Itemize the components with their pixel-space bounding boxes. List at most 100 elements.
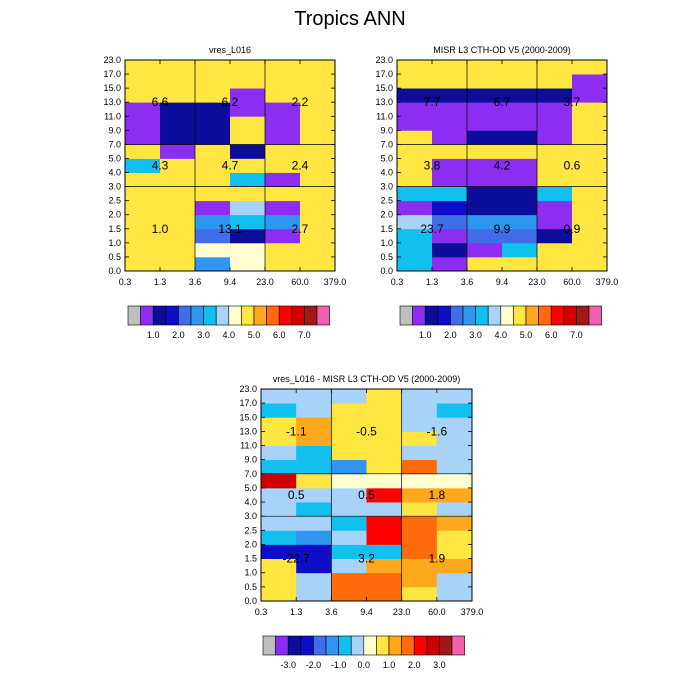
panel-obs: MISR L3 CTH-OD V5 (2000-2009) 0.3 1.3 3.6 9.… bbox=[375, 45, 618, 287]
heatmap-cell bbox=[125, 130, 161, 145]
x-tick-label: 3.6 bbox=[325, 607, 338, 617]
heatmap-cell bbox=[572, 186, 608, 202]
x-tick-label: 379.0 bbox=[596, 277, 619, 287]
heatmap-cell bbox=[502, 102, 538, 117]
heatmap-cell bbox=[230, 88, 266, 103]
heatmap-cell bbox=[125, 144, 161, 159]
colorbar-label: 1.0 bbox=[419, 330, 432, 340]
heatmap-cell bbox=[261, 586, 297, 602]
x-tick-label: 23.0 bbox=[393, 607, 411, 617]
colorbar-swatch bbox=[401, 635, 415, 656]
heatmap-cell bbox=[436, 572, 473, 588]
heatmap-cell bbox=[195, 256, 231, 272]
heatmap-cell bbox=[125, 256, 161, 272]
y-tick-label: 11.0 bbox=[240, 441, 257, 451]
heatmap-cell bbox=[572, 200, 608, 216]
heatmap-cell bbox=[261, 544, 297, 559]
region-value-label: 0.5 bbox=[288, 488, 305, 502]
heatmap-cell bbox=[572, 116, 608, 131]
colorbar-label: 0.0 bbox=[358, 660, 371, 670]
heatmap-cell bbox=[230, 144, 266, 159]
heatmap-cell bbox=[125, 186, 161, 202]
heatmap-cell bbox=[436, 487, 473, 503]
page-title: Tropics ANN bbox=[294, 8, 406, 30]
heatmap-cell bbox=[265, 172, 301, 187]
heatmap-cell bbox=[432, 186, 468, 202]
heatmap-cell bbox=[397, 88, 433, 103]
heatmap-cell bbox=[502, 144, 538, 159]
heatmap-cell bbox=[125, 158, 161, 173]
heatmap-cell bbox=[502, 172, 538, 187]
heatmap-cell bbox=[366, 417, 403, 432]
heatmap-cell bbox=[397, 200, 433, 216]
colorbar-label: 5.0 bbox=[248, 330, 261, 340]
y-tick-label: 11.0 bbox=[104, 111, 121, 121]
colorbar-label: 2.0 bbox=[408, 660, 421, 670]
heatmap-cell bbox=[537, 256, 573, 272]
heatmap-cell bbox=[296, 417, 332, 432]
y-tick-label: 5.0 bbox=[108, 153, 121, 163]
heatmap-cell bbox=[195, 172, 231, 187]
region-value-label: 7.7 bbox=[424, 95, 441, 109]
heatmap-cell bbox=[300, 242, 336, 258]
heatmap-cell bbox=[432, 116, 468, 131]
heatmap-cell bbox=[432, 214, 468, 230]
colorbar-label: 3.0 bbox=[469, 330, 482, 340]
heatmap-cell bbox=[296, 502, 332, 517]
heatmap-cell bbox=[397, 60, 433, 75]
heatmap-cell bbox=[502, 74, 538, 89]
region-value-label: 6.6 bbox=[152, 95, 169, 109]
heatmap-cell bbox=[467, 116, 503, 131]
heatmap-cell bbox=[296, 389, 332, 404]
heatmap-cell bbox=[432, 60, 468, 75]
heatmap-cell bbox=[300, 74, 336, 89]
colorbar-swatch bbox=[525, 305, 539, 326]
y-tick-label: 7.0 bbox=[244, 469, 257, 479]
heatmap-cell bbox=[436, 586, 473, 602]
heatmap-cell bbox=[467, 186, 503, 202]
heatmap-cell bbox=[261, 417, 297, 432]
x-tick-label: 379.0 bbox=[461, 607, 484, 617]
heatmap-cell bbox=[502, 130, 538, 145]
colorbar-label: -2.0 bbox=[306, 660, 322, 670]
colorbar-swatch bbox=[287, 635, 302, 656]
heatmap-cell bbox=[366, 502, 403, 517]
heatmap-cell bbox=[195, 158, 231, 173]
heatmap-cell bbox=[230, 116, 266, 131]
colorbar-swatch bbox=[190, 305, 204, 326]
heatmap-cell bbox=[366, 487, 403, 503]
y-tick-label: 15.0 bbox=[375, 83, 393, 93]
heatmap-cell bbox=[160, 172, 196, 187]
heatmap-cell bbox=[401, 403, 438, 418]
heatmap-cell bbox=[261, 572, 297, 588]
heatmap-cell bbox=[397, 144, 433, 159]
heatmap-cell bbox=[397, 74, 433, 89]
heatmap-cell bbox=[265, 242, 301, 258]
x-tick-label: 379.0 bbox=[324, 277, 347, 287]
colorbar-swatch bbox=[588, 305, 602, 326]
heatmap-cell bbox=[296, 586, 332, 602]
heatmap-cell bbox=[432, 172, 468, 187]
y-tick-label: 23.0 bbox=[239, 384, 257, 394]
heatmap-cell bbox=[195, 102, 231, 117]
heatmap-cell bbox=[397, 242, 433, 258]
y-tick-label: 0.0 bbox=[380, 266, 393, 276]
heatmap-cell bbox=[265, 130, 301, 145]
heatmap-cell bbox=[331, 459, 367, 475]
colorbar-swatch bbox=[140, 305, 154, 326]
heatmap-cell bbox=[195, 74, 231, 89]
heatmap-cell bbox=[296, 516, 332, 531]
heatmap-cell bbox=[436, 473, 473, 489]
colorbar-swatch bbox=[203, 305, 217, 326]
heatmap-cell bbox=[436, 516, 473, 531]
y-tick-label: 15.0 bbox=[103, 83, 121, 93]
heatmap-cell bbox=[467, 144, 503, 159]
heatmap-cell bbox=[331, 516, 367, 531]
y-tick-label: 3.0 bbox=[244, 511, 257, 521]
region-value-label: 1.9 bbox=[428, 552, 445, 566]
colorbar-swatch bbox=[278, 305, 293, 326]
region-value-label: 13.1 bbox=[218, 222, 242, 236]
heatmap-cell bbox=[366, 389, 403, 404]
colorbar-swatch bbox=[462, 305, 476, 326]
heatmap-cell bbox=[160, 88, 196, 103]
